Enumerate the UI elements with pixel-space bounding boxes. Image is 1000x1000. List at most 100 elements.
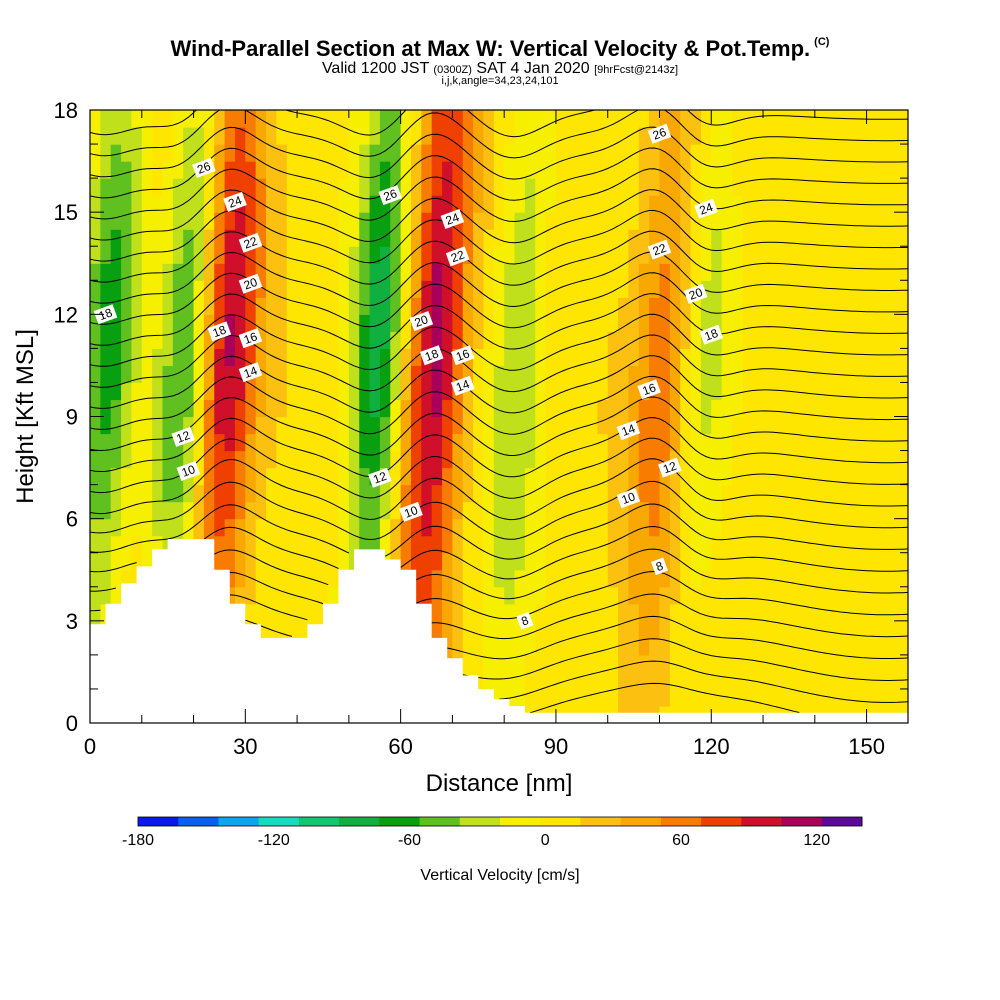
theta-contour-line [229, 593, 908, 640]
field-cell [504, 620, 516, 639]
field-cell [607, 433, 619, 452]
field-cell [90, 450, 101, 469]
field-cell [297, 144, 309, 162]
field-cell [545, 246, 557, 264]
field-cell [618, 314, 630, 332]
field-cell [462, 127, 474, 145]
theta-contour-line [90, 210, 908, 265]
field-cell [162, 127, 174, 145]
field-cell [597, 637, 609, 656]
field-cell [297, 450, 309, 469]
field-cell [493, 365, 505, 384]
field-cell [286, 433, 298, 452]
field-cell [659, 161, 671, 179]
field-cell [297, 382, 309, 401]
contour-label-bg [647, 239, 672, 260]
contour-label-bg [616, 488, 641, 509]
field-cell [700, 399, 712, 418]
field-cell [390, 110, 402, 128]
field-cell [110, 314, 122, 332]
field-cell [876, 314, 888, 332]
contour-label-text: 14 [242, 363, 260, 381]
field-cell [473, 144, 485, 162]
field-cell [504, 671, 516, 690]
field-cell [141, 195, 153, 213]
field-cell [328, 331, 340, 349]
field-cell [763, 484, 774, 503]
field-cell [379, 348, 391, 367]
field-cell [400, 365, 412, 384]
field-cell [369, 246, 381, 264]
field-cell [669, 433, 681, 452]
field-cell [255, 433, 267, 452]
field-cell [493, 654, 505, 673]
field-cell [866, 263, 878, 281]
field-cell [555, 620, 567, 639]
field-cell [742, 212, 754, 230]
field-cell [887, 212, 899, 230]
field-cell [483, 195, 495, 213]
field-cell [379, 501, 391, 520]
field-cell [462, 654, 474, 673]
field-cell [628, 127, 640, 145]
field-cell [369, 484, 381, 503]
field-cell [245, 501, 257, 520]
field-cell [887, 127, 899, 145]
field-cell [266, 552, 277, 571]
field-cell [483, 671, 495, 690]
field-cell [431, 178, 443, 196]
field-cell [524, 501, 536, 520]
field-cell [131, 399, 143, 418]
field-cell [379, 331, 391, 349]
field-cell [152, 178, 164, 196]
field-cell [172, 195, 184, 213]
field-cell [338, 518, 350, 537]
colorbar-swatch [540, 817, 581, 826]
field-cell [328, 552, 340, 571]
field-cell [245, 484, 257, 503]
field-cell [555, 569, 567, 588]
field-cell [172, 161, 184, 179]
field-cell [90, 263, 101, 281]
field-cell [618, 161, 630, 179]
field-cell [276, 484, 288, 503]
field-cell [804, 382, 816, 401]
field-cell [887, 637, 899, 656]
field-cell [286, 450, 298, 469]
field-cell [266, 331, 277, 349]
colorbar-swatch [459, 817, 501, 826]
field-cell [618, 246, 630, 264]
field-cell [473, 110, 485, 128]
field-cell [897, 416, 908, 435]
field-cell [597, 127, 609, 145]
field-cell [597, 365, 609, 384]
field-cell [752, 433, 764, 452]
field-cell [763, 501, 774, 520]
field-cell [866, 603, 878, 622]
field-cell [897, 365, 908, 384]
field-cell [193, 433, 205, 452]
field-cell [297, 314, 309, 332]
field-cell [690, 484, 702, 503]
field-cell [555, 280, 567, 298]
field-cell [183, 348, 195, 367]
field-cell [359, 110, 371, 128]
field-cell [721, 535, 733, 554]
field-cell [659, 484, 671, 503]
field-cell [473, 637, 485, 656]
field-cell [825, 399, 837, 418]
field-cell [255, 348, 267, 367]
field-cell [783, 603, 795, 622]
field-cell [783, 450, 795, 469]
field-cell [814, 433, 826, 452]
field-cell [897, 637, 908, 656]
field-cell [524, 195, 536, 213]
field-cell [680, 229, 692, 247]
field-cell [555, 382, 567, 401]
field-cell [514, 263, 526, 281]
field-cell [876, 127, 888, 145]
field-cell [493, 433, 505, 452]
field-cell [266, 212, 277, 230]
field-cell [193, 110, 205, 128]
field-cell [276, 280, 288, 298]
